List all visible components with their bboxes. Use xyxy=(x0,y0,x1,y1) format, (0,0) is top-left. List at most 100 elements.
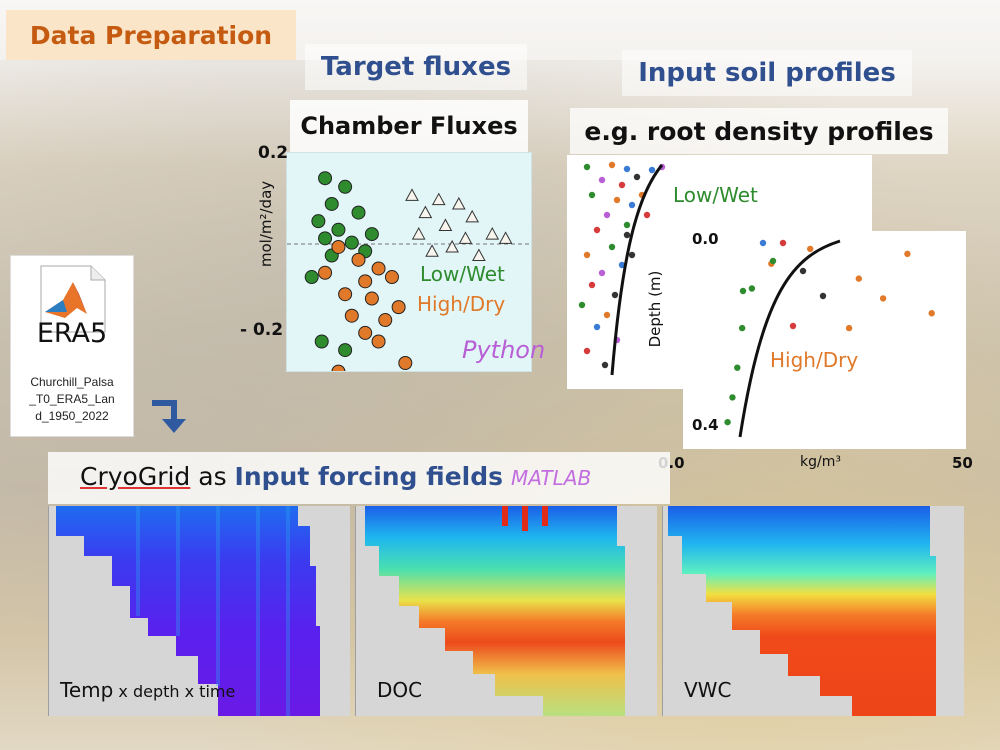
flux-point-high-dry xyxy=(364,291,379,306)
vwc-field-panel: VWC xyxy=(662,506,964,716)
vwc-field-label: VWC xyxy=(684,678,732,702)
flux-point-low-wet xyxy=(351,205,366,220)
slide-title: Data Preparation xyxy=(6,10,296,60)
doc-field-heatmap xyxy=(355,506,625,716)
flux-point-triangle xyxy=(465,209,480,223)
root-back-point xyxy=(623,231,631,239)
root-extra-point xyxy=(819,292,827,300)
root-extra-point xyxy=(779,239,787,247)
root-xlabel: kg/m³ xyxy=(800,454,841,470)
flux-point-triangle xyxy=(438,218,453,231)
flux-point-triangle xyxy=(445,239,459,253)
flux-point-low-wet xyxy=(331,222,346,237)
matlab-file-icon xyxy=(40,265,106,333)
flux-point-high-dry xyxy=(358,325,373,340)
flux-ylabel: mol/m²/day xyxy=(257,180,275,268)
era5-name: ERA5 xyxy=(36,318,108,349)
root-back-point xyxy=(613,196,621,204)
flux-point-triangle xyxy=(405,188,419,201)
flux-point-low-wet xyxy=(318,171,333,186)
temp-label-sub: x depth x time xyxy=(113,682,236,701)
temp-field-label: Temp x depth x time xyxy=(60,678,235,702)
flux-point-low-wet xyxy=(344,235,359,250)
flux-legend-low-wet: Low/Wet xyxy=(420,262,505,286)
temp-label-main: Temp xyxy=(60,678,114,702)
flux-point-high-dry xyxy=(391,300,406,315)
input-soil-profiles-header: Input soil profiles xyxy=(622,50,912,96)
flux-point-low-wet xyxy=(324,196,339,211)
flux-point-triangle xyxy=(418,205,433,219)
root-point-high-dry xyxy=(904,250,911,258)
target-fluxes-header: Target fluxes xyxy=(305,44,527,90)
root-back-point xyxy=(598,176,606,184)
root-point-low-wet xyxy=(748,285,756,292)
flux-point-high-dry xyxy=(384,270,399,285)
root-back-point xyxy=(598,269,606,277)
flux-point-high-dry xyxy=(344,308,359,323)
doc-field-label: DOC xyxy=(377,678,423,702)
root-back-point xyxy=(588,281,596,289)
flux-point-triangle xyxy=(485,227,500,240)
era5-file-line: Churchill_Palsa xyxy=(30,375,114,389)
flux-point-triangle xyxy=(498,231,513,244)
root-front-fit-curve xyxy=(738,239,841,438)
root-low-wet-label: Low/Wet xyxy=(673,183,758,207)
root-back-point xyxy=(593,323,601,331)
root-back-point xyxy=(583,163,591,171)
temp-field-heatmap xyxy=(48,506,320,716)
flux-point-low-wet xyxy=(338,343,353,358)
root-depth-ylabel: Depth (m) xyxy=(646,270,664,348)
root-back-point xyxy=(593,226,601,234)
root-back-point xyxy=(583,347,591,355)
root-point-low-wet xyxy=(729,394,736,401)
flux-point-triangle xyxy=(458,231,473,244)
root-density-header: e.g. root density profiles xyxy=(570,108,948,154)
root-back-point xyxy=(608,243,616,251)
cryogrid-label: CryoGrid xyxy=(80,462,191,491)
root-point-high-dry xyxy=(855,275,862,282)
flux-point-low-wet xyxy=(338,179,353,194)
root-back-point xyxy=(618,261,626,269)
doc-field-panel: DOC xyxy=(355,506,657,716)
forcing-header: CryoGrid as Input forcing fields MATLAB xyxy=(48,452,670,504)
flux-point-low-wet xyxy=(318,231,333,246)
forcing-title: Input forcing fields xyxy=(234,462,503,491)
flux-point-high-dry xyxy=(351,252,366,267)
flux-chart-title: Chamber Fluxes xyxy=(290,100,528,152)
flux-point-triangle xyxy=(472,248,486,262)
root-back-point xyxy=(608,161,616,169)
root-extra-point xyxy=(739,287,747,295)
flux-point-high-dry xyxy=(358,274,373,289)
root-point-high-dry xyxy=(845,324,853,332)
flux-legend-high-dry: High/Dry xyxy=(417,292,506,316)
flux-point-high-dry xyxy=(331,239,346,254)
flux-point-triangle xyxy=(451,196,466,210)
flux-point-low-wet xyxy=(304,270,319,285)
flux-point-high-dry xyxy=(331,364,346,379)
root-point-low-wet xyxy=(724,418,731,426)
root-back-point xyxy=(618,181,626,189)
root-back-point xyxy=(628,251,636,259)
root-ytick-bottom: 0.4 xyxy=(692,416,719,434)
root-extra-point xyxy=(759,239,767,247)
flux-ytick-bottom: - 0.2 xyxy=(240,320,284,340)
root-back-fit-curve xyxy=(610,164,664,376)
flux-chart xyxy=(287,171,531,379)
root-back-point xyxy=(601,361,609,369)
flux-ytick-top: 0.2 xyxy=(258,143,289,163)
root-back-point xyxy=(583,251,591,259)
root-point-high-dry xyxy=(928,310,935,317)
root-density-back-plot xyxy=(578,161,666,376)
flux-point-low-wet xyxy=(314,334,329,349)
root-ytick-top: 0.0 xyxy=(692,230,719,248)
root-back-point xyxy=(603,311,611,319)
flux-point-low-wet xyxy=(364,227,379,242)
flux-chart-plot-area xyxy=(286,152,532,379)
era5-file-line: _T0_ERA5_Lan xyxy=(29,392,115,406)
root-point-low-wet xyxy=(734,364,741,371)
root-back-point xyxy=(588,191,596,199)
flux-point-high-dry xyxy=(338,287,353,302)
root-back-point xyxy=(603,211,611,219)
flux-point-high-dry xyxy=(371,261,386,276)
era5-file-card[interactable]: ERA5 Churchill_Palsa _T0_ERA5_Lan d_1950… xyxy=(10,255,134,437)
